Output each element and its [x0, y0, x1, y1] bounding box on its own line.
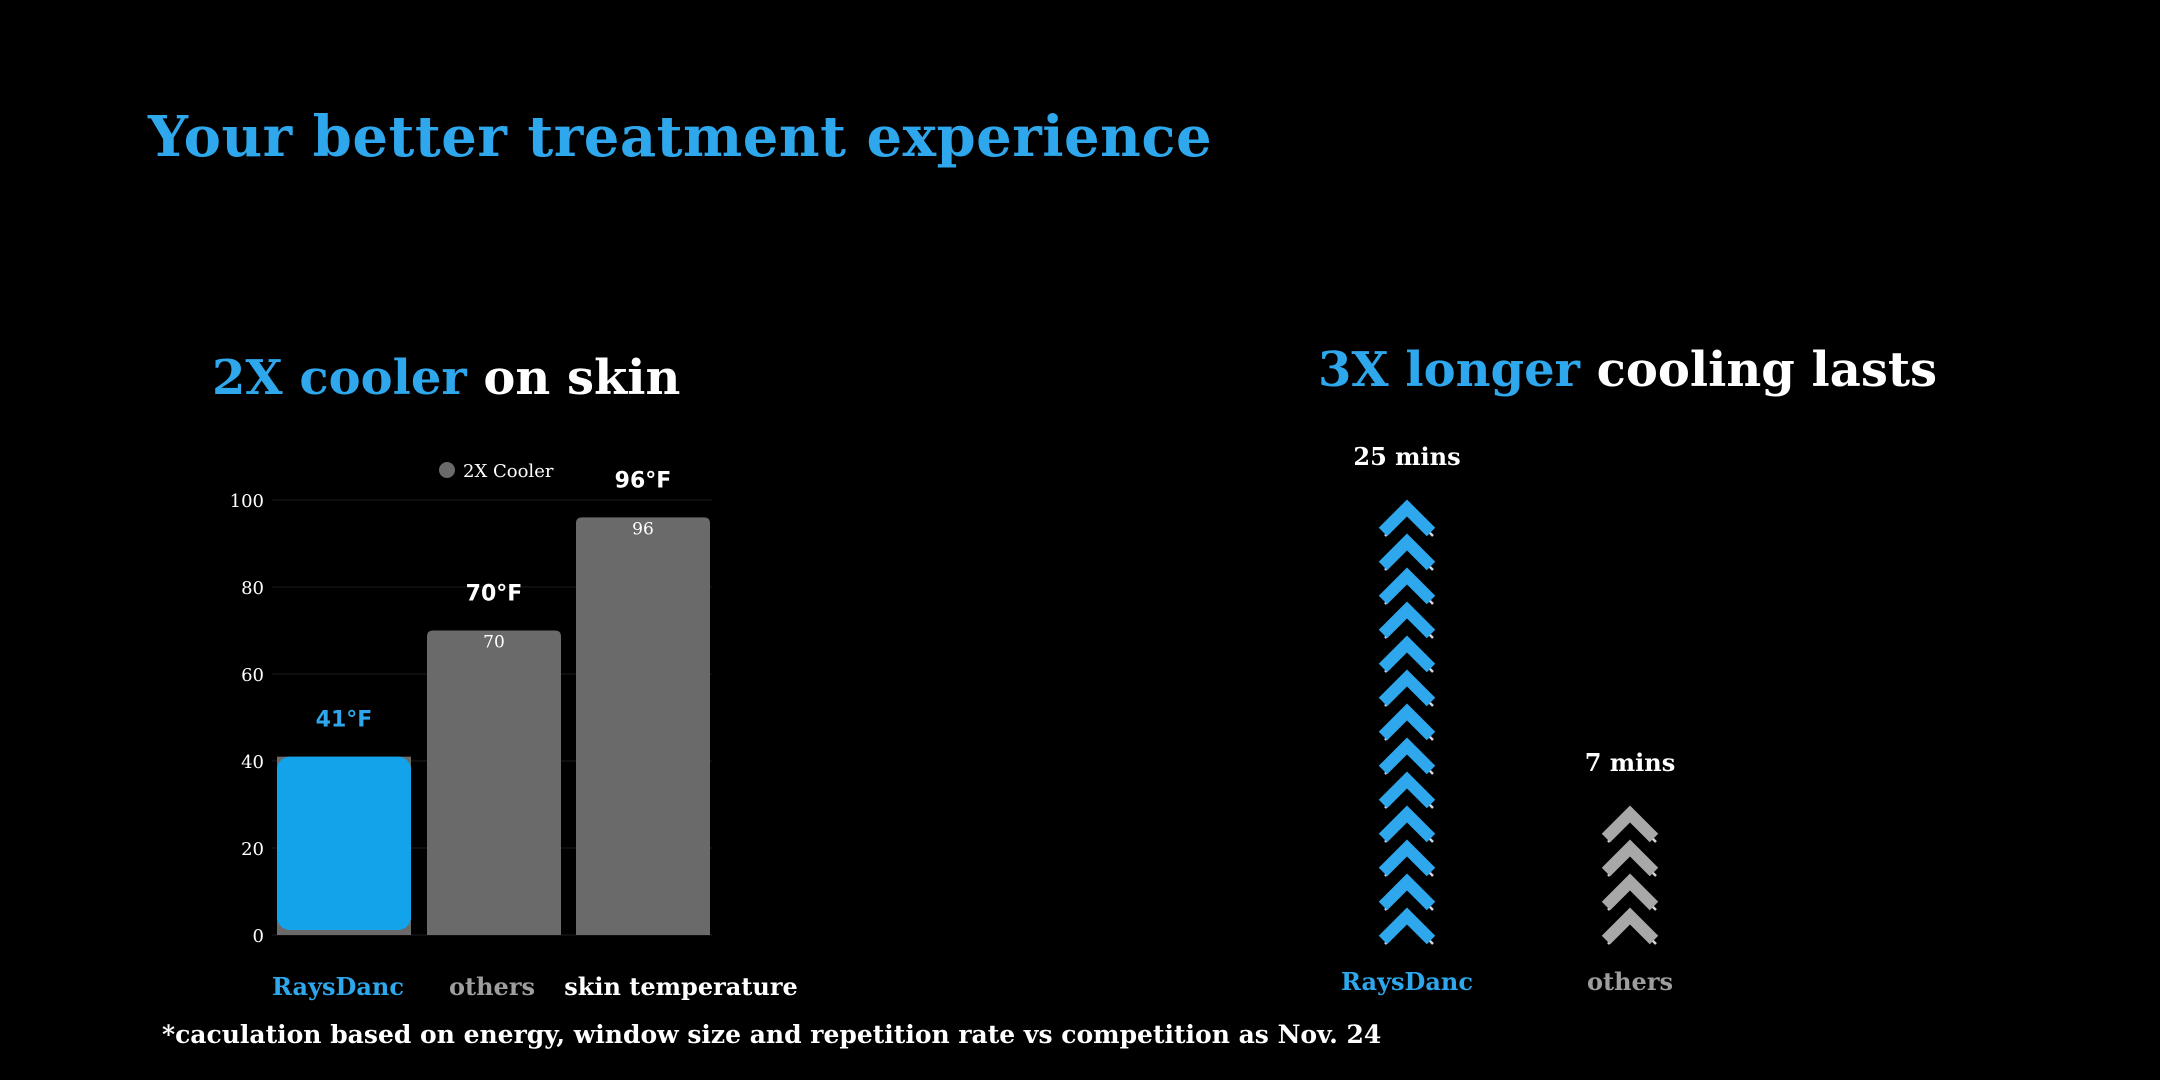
- chevron-up-icon: [1378, 669, 1436, 707]
- chevron-up-icon: [1378, 737, 1436, 775]
- longer-section-title: 3X longer cooling lasts: [1318, 342, 1937, 398]
- bar-inner-label: 70: [483, 633, 505, 653]
- bar: [576, 517, 710, 935]
- y-tick-label: 80: [241, 578, 264, 599]
- chevron-up-icon: [1601, 907, 1659, 945]
- chevron-up-icon: [1378, 805, 1436, 843]
- chevron-up-icon: [1601, 805, 1659, 843]
- longer-title-accent: 3X longer: [1318, 342, 1580, 398]
- y-tick-label: 100: [230, 491, 264, 512]
- duration-value-label: 25 mins: [1353, 442, 1460, 471]
- legend-marker: [439, 462, 455, 478]
- duration-category-label: others: [1587, 967, 1673, 996]
- bar-value-label: 96°F: [615, 468, 672, 493]
- y-tick-label: 40: [241, 752, 264, 773]
- bar-inner-label: 96: [632, 519, 654, 539]
- page-title: Your better treatment experience: [148, 104, 1213, 170]
- cooler-title-rest: on skin: [466, 350, 681, 406]
- cooler-title-accent: 2X cooler: [212, 350, 467, 406]
- bar-value-label: 70°F: [466, 582, 523, 607]
- x-category-label: RaysDanc: [272, 972, 404, 1001]
- y-tick-label: 0: [253, 926, 264, 947]
- chevron-up-icon: [1378, 907, 1436, 945]
- bar-value-label: 41°F: [316, 708, 373, 733]
- longer-title-rest: cooling lasts: [1579, 342, 1938, 398]
- chevron-up-icon: [1378, 567, 1436, 605]
- chevron-up-icon: [1378, 635, 1436, 673]
- cooler-section-title: 2X cooler on skin: [212, 350, 680, 406]
- y-tick-label: 60: [241, 665, 264, 686]
- chevron-up-icon: [1378, 601, 1436, 639]
- y-tick-label: 20: [241, 839, 264, 860]
- chevron-up-icon: [1378, 533, 1436, 571]
- chevron-up-icon: [1378, 771, 1436, 809]
- bar: [427, 630, 561, 935]
- chevron-up-icon: [1378, 499, 1436, 537]
- duration-value-label: 7 mins: [1585, 748, 1676, 777]
- duration-category-label: RaysDanc: [1341, 967, 1473, 996]
- chevron-up-icon: [1378, 703, 1436, 741]
- footnote: *caculation based on energy, window size…: [162, 1020, 1382, 1049]
- chevron-up-icon: [1601, 873, 1659, 911]
- x-category-label: others: [449, 972, 535, 1001]
- chevron-up-icon: [1601, 839, 1659, 877]
- chevron-up-icon: [1378, 873, 1436, 911]
- chevron-up-icon: [1378, 839, 1436, 877]
- legend-label: 2X Cooler: [463, 461, 554, 482]
- x-category-label: skin temperature: [564, 972, 798, 1001]
- bar: [277, 756, 411, 930]
